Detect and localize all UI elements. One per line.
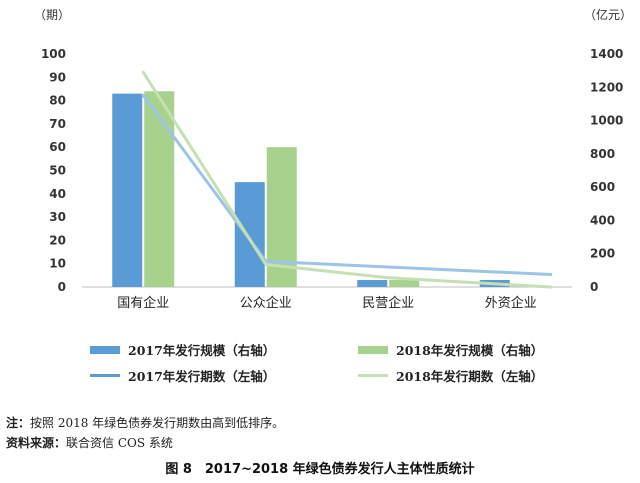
right-axis-tick-label: 600 xyxy=(590,180,615,194)
right-axis-tick-label: 1000 xyxy=(590,114,623,128)
x-axis-category-label: 外资企业 xyxy=(485,295,537,311)
note-prefix: 注： xyxy=(6,416,31,430)
legend-label: 2017年发行期数（左轴） xyxy=(128,369,276,384)
legend-swatch xyxy=(90,374,120,377)
source-text: 联合资信 COS 系统 xyxy=(66,436,173,450)
legend-item-2018-count: 2018年发行期数（左轴） xyxy=(358,366,543,385)
bar-2017-1 xyxy=(234,182,265,287)
legend-item-2018-scale: 2018年发行规模（右轴） xyxy=(358,340,543,359)
note-text: 按照 2018 年绿色债券发行期数由高到低排序。 xyxy=(30,416,285,430)
legend-swatch xyxy=(358,345,388,354)
right-axis-tick-label: 400 xyxy=(590,213,615,227)
left-axis-tick-label: 60 xyxy=(49,140,66,154)
right-axis-unit: （亿元） xyxy=(584,8,633,22)
x-axis-category-label: 民营企业 xyxy=(362,295,414,311)
legend-swatch xyxy=(90,345,120,354)
right-axis-tick-label: 800 xyxy=(590,147,615,161)
source-prefix: 资料来源： xyxy=(6,436,67,450)
left-axis-tick-label: 90 xyxy=(49,70,66,84)
left-axis-tick-label: 80 xyxy=(49,94,66,108)
right-axis-tick-label: 1400 xyxy=(590,47,623,61)
left-axis-tick-label: 20 xyxy=(49,233,66,247)
right-axis-tick-label: 0 xyxy=(590,280,598,294)
line-2018-count xyxy=(141,70,553,289)
chart-legend: 2017年发行规模（右轴） 2018年发行规模（右轴） 2017年发行期数（左轴… xyxy=(80,336,600,396)
right-axis-tick-label: 1200 xyxy=(590,80,623,94)
chart-plot-area: 0102030405060708090100020040060080010001… xyxy=(41,47,623,311)
right-axis-tick-label: 200 xyxy=(590,247,615,261)
bar-2018-0 xyxy=(144,91,175,287)
legend-label: 2018年发行期数（左轴） xyxy=(396,369,544,384)
legend-item-2017-count: 2017年发行期数（左轴） xyxy=(90,366,275,385)
x-axis-category-label: 公众企业 xyxy=(240,295,292,311)
legend-label: 2018年发行规模（右轴） xyxy=(396,343,544,358)
bar-2017-0 xyxy=(112,93,143,287)
left-axis-tick-label: 10 xyxy=(49,257,66,271)
legend-item-2017-scale: 2017年发行规模（右轴） xyxy=(90,340,275,359)
left-axis-tick-label: 0 xyxy=(58,280,66,294)
chart-note: 注：按照 2018 年绿色债券发行期数由高到低排序。 xyxy=(6,414,284,431)
figure-caption: 图 8 2017~2018 年绿色债券发行人主体性质统计 xyxy=(165,462,475,477)
line-2017-count xyxy=(141,94,553,276)
left-axis-tick-label: 100 xyxy=(41,47,66,61)
bar-2017-2 xyxy=(357,280,388,287)
legend-swatch xyxy=(358,374,388,377)
legend-label: 2017年发行规模（右轴） xyxy=(128,343,276,358)
left-axis-tick-label: 40 xyxy=(49,187,66,201)
left-axis-tick-label: 50 xyxy=(49,164,66,178)
left-axis-unit: （期） xyxy=(34,8,71,22)
left-axis-tick-label: 30 xyxy=(49,210,66,224)
left-axis-tick-label: 70 xyxy=(49,117,66,131)
bar-2018-2 xyxy=(389,280,420,287)
chart-source: 资料来源：联合资信 COS 系统 xyxy=(6,434,173,451)
x-axis-category-label: 国有企业 xyxy=(117,295,169,311)
